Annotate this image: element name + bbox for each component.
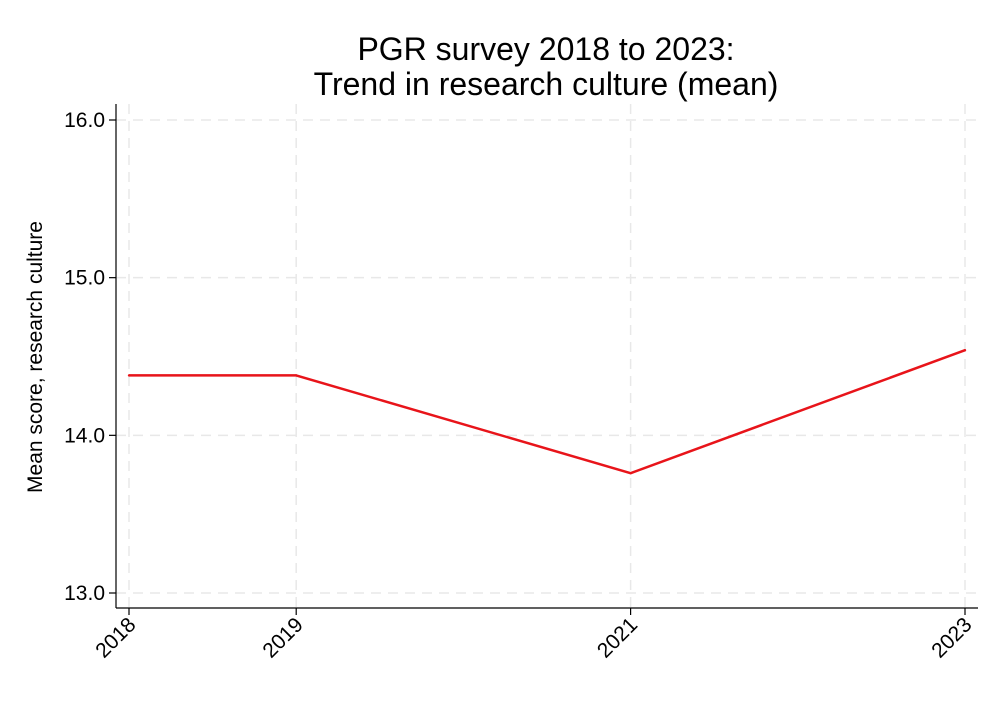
axes-layer: [115, 104, 978, 609]
data-point-0-3: [963, 348, 967, 352]
series-layer: [127, 348, 967, 475]
x-tick-label-0: 2018: [91, 613, 140, 662]
y-tick-label-3: 16.0: [64, 109, 105, 132]
chart-title-line-2: Trend in research culture (mean): [314, 66, 779, 102]
y-tick-label-1: 14.0: [64, 424, 105, 447]
x-tick-label-1: 2019: [258, 613, 307, 662]
ticks-layer: 13.0 14.0 15.0 16.0 2018 2019 2021 2023: [64, 109, 976, 663]
data-point-0-0: [127, 374, 131, 377]
y-axis-label: Mean score, research culture: [24, 221, 47, 493]
x-tick-label-2: 2021: [593, 613, 642, 662]
y-tick-label-2: 15.0: [64, 267, 105, 290]
chart-title-line-1: PGR survey 2018 to 2023:: [357, 31, 734, 67]
data-point-0-1: [295, 374, 298, 377]
y-tick-label-0: 13.0: [64, 582, 105, 605]
chart-title: PGR survey 2018 to 2023: Trend in resear…: [314, 31, 779, 102]
series-line-0: [129, 349, 966, 475]
data-point-0-2: [629, 471, 632, 475]
x-tick-label-3: 2023: [927, 613, 976, 662]
grid-layer: [116, 104, 978, 608]
